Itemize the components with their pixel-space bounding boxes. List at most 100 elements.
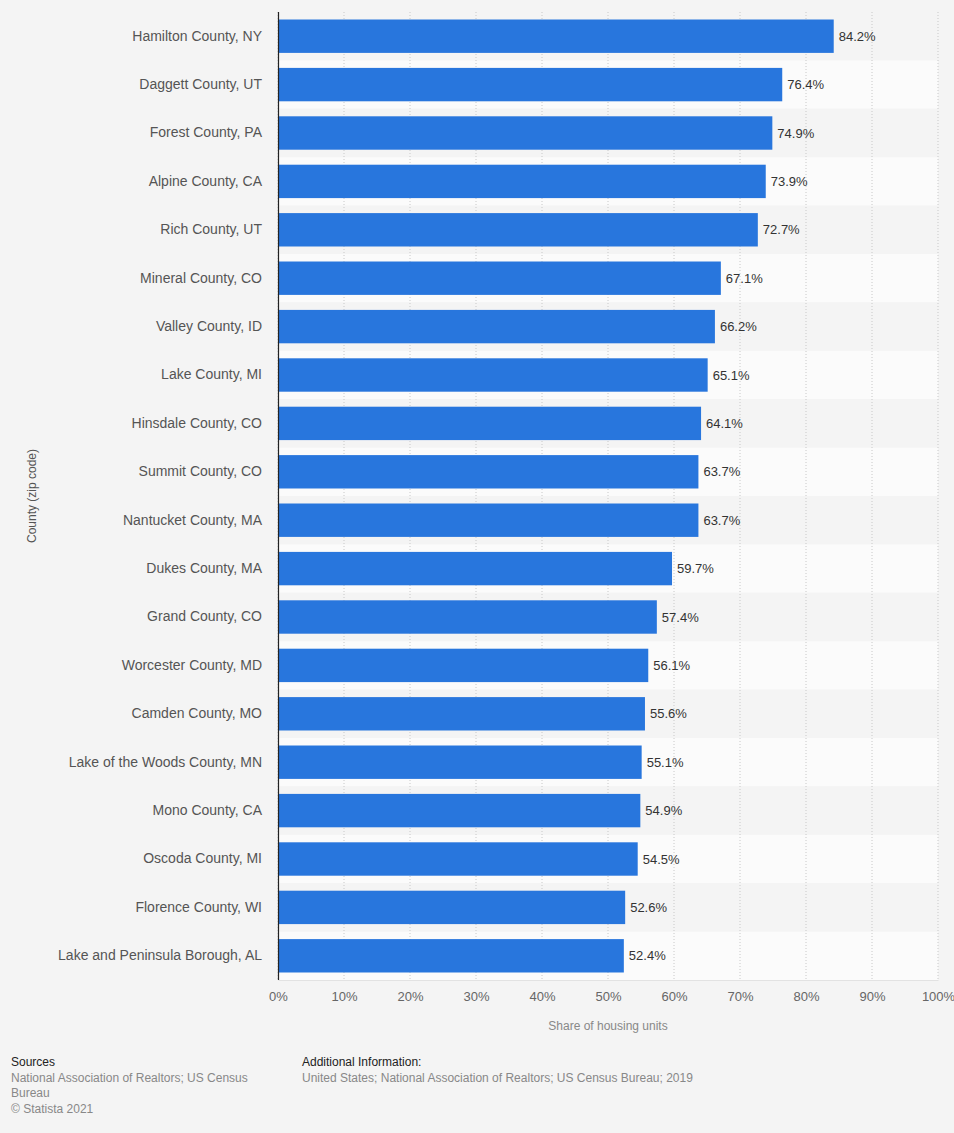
data-label: 56.1% bbox=[653, 658, 690, 673]
data-label: 76.4% bbox=[787, 77, 824, 92]
x-tick-label: 30% bbox=[463, 989, 489, 1004]
y-tick: Dukes County, MA bbox=[146, 560, 278, 576]
y-tick-label: Lake County, MI bbox=[161, 366, 262, 382]
x-tick: 80% bbox=[793, 980, 819, 1004]
x-tick-label: 40% bbox=[529, 989, 555, 1004]
y-tick-label: Worcester County, MD bbox=[122, 657, 262, 673]
x-tick: 70% bbox=[727, 980, 753, 1004]
x-tick: 0% bbox=[269, 980, 288, 1004]
x-tick-label: 10% bbox=[331, 989, 357, 1004]
y-tick-label: Lake and Peninsula Borough, AL bbox=[58, 947, 262, 963]
bar bbox=[278, 262, 721, 295]
y-tick: Lake of the Woods County, MN bbox=[69, 754, 278, 770]
y-tick: Mineral County, CO bbox=[140, 270, 278, 286]
y-tick: Forest County, PA bbox=[150, 124, 278, 140]
grid-line bbox=[476, 12, 477, 980]
y-tick: Hinsdale County, CO bbox=[132, 415, 278, 431]
y-axis-title: County (zip code) bbox=[25, 449, 39, 543]
y-tick: Oscoda County, MI bbox=[143, 850, 278, 866]
row-band bbox=[278, 786, 938, 834]
y-tick: Valley County, ID bbox=[156, 318, 278, 334]
chart: 84.2%76.4%74.9%73.9%72.7%67.1%66.2%65.1%… bbox=[0, 0, 954, 1050]
y-tick: Lake County, MI bbox=[161, 366, 278, 382]
y-tick-label: Forest County, PA bbox=[150, 124, 263, 140]
x-tick-label: 60% bbox=[661, 989, 687, 1004]
y-tick-label: Florence County, WI bbox=[135, 899, 262, 915]
x-tick-label: 100% bbox=[922, 989, 954, 1004]
row-band bbox=[278, 60, 938, 108]
note: Additional Information:United States; Na… bbox=[302, 1055, 922, 1086]
bar bbox=[278, 600, 657, 633]
bar bbox=[278, 455, 698, 488]
y-tick-label: Hamilton County, NY bbox=[132, 28, 262, 44]
grid bbox=[278, 12, 938, 980]
data-label: 64.1% bbox=[706, 416, 743, 431]
bar bbox=[278, 842, 638, 875]
x-tick: 30% bbox=[463, 980, 489, 1004]
y-tick: Nantucket County, MA bbox=[123, 512, 278, 528]
y-tick: Hamilton County, NY bbox=[132, 28, 278, 44]
x-axis-line bbox=[279, 980, 939, 981]
data-label: 55.6% bbox=[650, 706, 687, 721]
row-bands bbox=[278, 12, 938, 980]
note: SourcesNational Association of Realtors;… bbox=[11, 1055, 261, 1117]
x-tick-label: 20% bbox=[397, 989, 423, 1004]
bar bbox=[278, 213, 758, 246]
bar bbox=[278, 20, 834, 53]
bar bbox=[278, 697, 645, 730]
data-label: 65.1% bbox=[713, 368, 750, 383]
y-tick: Florence County, WI bbox=[135, 899, 278, 915]
y-tick: Alpine County, CA bbox=[149, 173, 278, 189]
x-tick-label: 80% bbox=[793, 989, 819, 1004]
bar bbox=[278, 649, 648, 682]
bar bbox=[278, 746, 642, 779]
y-tick-label: Lake of the Woods County, MN bbox=[69, 754, 262, 770]
note-text: National Association of Realtors; US Cen… bbox=[11, 1071, 261, 1102]
y-tick-label: Hinsdale County, CO bbox=[132, 415, 263, 431]
y-tick: Daggett County, UT bbox=[139, 76, 278, 92]
y-tick-label: Mono County, CA bbox=[153, 802, 263, 818]
y-tick-label: Valley County, ID bbox=[156, 318, 262, 334]
x-axis-title: Share of housing units bbox=[548, 1019, 667, 1033]
bar bbox=[278, 794, 640, 827]
y-axis: Hamilton County, NY Daggett County, UT For… bbox=[58, 12, 278, 980]
y-tick-label: Rich County, UT bbox=[160, 221, 262, 237]
grid-line bbox=[344, 12, 345, 980]
grid-line bbox=[608, 12, 609, 980]
data-label: 59.7% bbox=[677, 561, 714, 576]
row-band bbox=[278, 12, 938, 60]
bar bbox=[278, 939, 624, 972]
note-heading: Additional Information: bbox=[302, 1055, 922, 1071]
y-tick: Worcester County, MD bbox=[122, 657, 278, 673]
y-tick-label: Summit County, CO bbox=[139, 463, 263, 479]
row-band bbox=[278, 109, 938, 157]
x-tick: 10% bbox=[331, 980, 357, 1004]
y-tick: Camden County, MO bbox=[132, 705, 278, 721]
bar bbox=[278, 358, 708, 391]
x-tick-label: 90% bbox=[859, 989, 885, 1004]
grid-line bbox=[740, 12, 741, 980]
row-band bbox=[278, 351, 938, 399]
y-tick: Summit County, CO bbox=[139, 463, 278, 479]
y-tick-label: Mineral County, CO bbox=[140, 270, 262, 286]
data-label: 72.7% bbox=[763, 222, 800, 237]
data-label: 84.2% bbox=[839, 29, 876, 44]
bar bbox=[278, 552, 672, 585]
x-tick-label: 50% bbox=[595, 989, 621, 1004]
x-tick: 20% bbox=[397, 980, 423, 1004]
data-label: 57.4% bbox=[662, 610, 699, 625]
bar bbox=[278, 116, 772, 149]
data-label: 55.1% bbox=[647, 755, 684, 770]
row-band bbox=[278, 448, 938, 496]
grid-line bbox=[542, 12, 543, 980]
bars bbox=[278, 20, 834, 973]
y-tick-label: Camden County, MO bbox=[132, 705, 263, 721]
data-label: 52.4% bbox=[629, 948, 666, 963]
y-tick-label: Oscoda County, MI bbox=[143, 850, 262, 866]
note-text: United States; National Association of R… bbox=[302, 1071, 922, 1087]
y-tick-label: Grand County, CO bbox=[147, 608, 262, 624]
data-label: 74.9% bbox=[777, 126, 814, 141]
note-heading: Sources bbox=[11, 1055, 261, 1071]
row-band bbox=[278, 399, 938, 447]
grid-line bbox=[674, 12, 675, 980]
